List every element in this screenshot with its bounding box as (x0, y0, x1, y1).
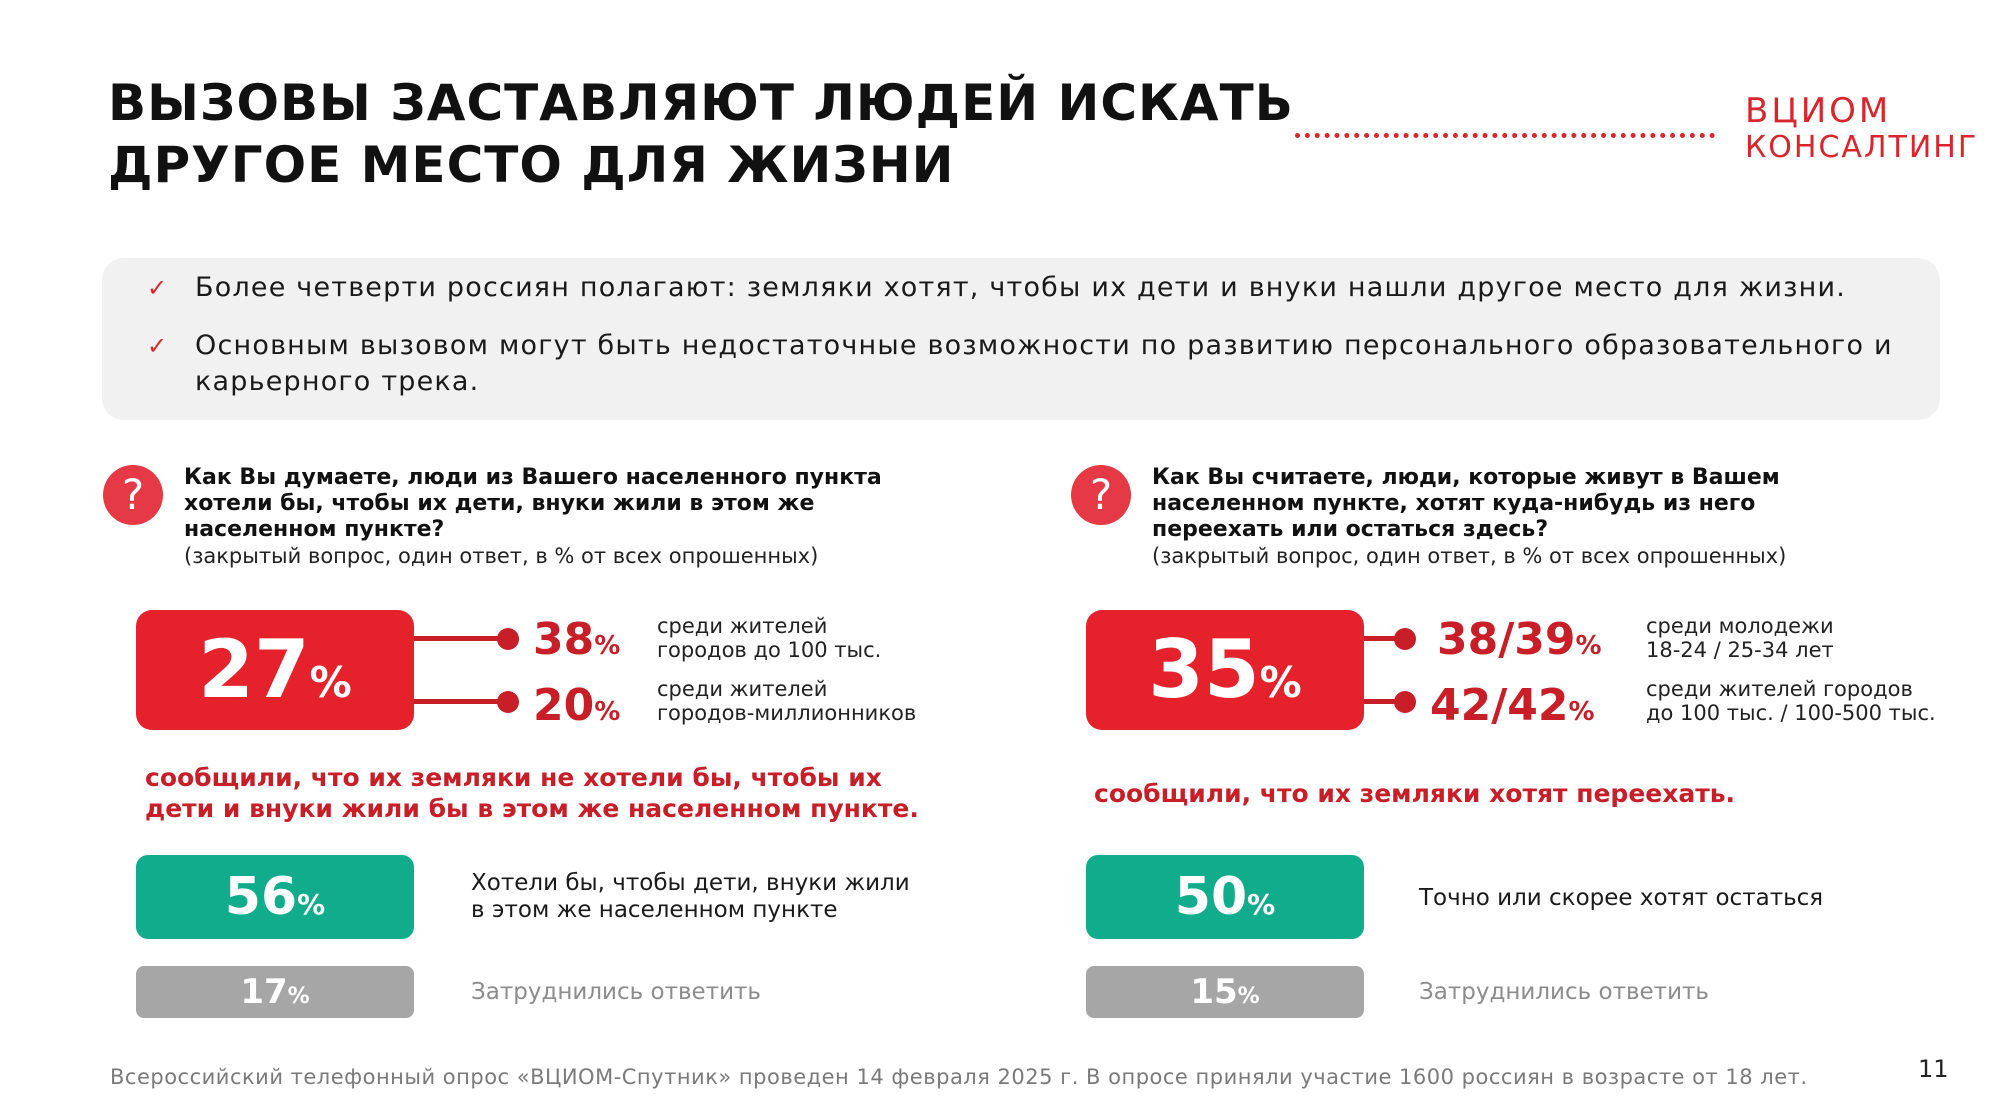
percent-sign: % (287, 984, 310, 1009)
right-sub-desc-2-line2: до 100 тыс. / 100-500 тыс. (1646, 701, 1936, 725)
percent-sign: % (309, 658, 352, 707)
logo: ВЦИОМ КОНСАЛТИНГ (1745, 91, 1979, 166)
right-sub-value-1-number: 38/39 (1437, 614, 1576, 665)
right-conclusion: сообщили, что их земляки хотят переехать… (1094, 779, 1736, 808)
right-connector-dot-2 (1394, 691, 1416, 713)
left-question-text: Как Вы думаете, люди из Вашего населенно… (184, 465, 882, 542)
right-main-value-box: 35% (1086, 610, 1364, 730)
left-sub-value-1: 38% (533, 615, 620, 671)
left-sub-value-2: 20% (533, 681, 620, 737)
left-main-value: 27 (198, 623, 310, 716)
left-question-note: (закрытый вопрос, один ответ, в % от все… (184, 544, 819, 568)
percent-sign: % (1247, 888, 1276, 921)
right-connector-dot-1 (1394, 628, 1416, 650)
right-connector-2 (1364, 699, 1406, 704)
right-sub-desc-1: среди молодежи 18-24 / 25-34 лет (1646, 614, 1834, 662)
left-conclusion: сообщили, что их земляки не хотели бы, ч… (145, 762, 919, 824)
check-icon: ✓ (147, 274, 168, 302)
title-dotted-divider (1295, 133, 1715, 138)
right-sub-desc-2-line1: среди жителей городов (1646, 677, 1913, 701)
right-grey-label: Затруднились ответить (1419, 979, 1709, 1005)
left-green-value: 56 (224, 867, 298, 927)
left-sub-value-1-number: 38 (533, 614, 595, 665)
left-sub-value-2-number: 20 (533, 680, 595, 731)
right-sub-desc-1-line2: 18-24 / 25-34 лет (1646, 638, 1834, 662)
left-grey-label: Затруднились ответить (471, 979, 761, 1005)
right-sub-value-2-number: 42/42 (1430, 680, 1569, 731)
left-conclusion-line2: дети и внуки жили бы в этом же населенно… (145, 794, 919, 823)
summary-item: ✓ Более четверти россиян полагают: земля… (147, 270, 1915, 306)
percent-sign: % (594, 631, 621, 661)
left-main-value-box: 27% (136, 610, 414, 730)
summary-panel: ✓ Более четверти россиян полагают: земля… (102, 258, 1940, 420)
percent-sign: % (1237, 984, 1260, 1009)
footer-source: Всероссийский телефонный опрос «ВЦИОМ-Сп… (110, 1065, 1808, 1089)
logo-line1: ВЦИОМ (1745, 91, 1892, 131)
question-mark-icon: ? (1071, 465, 1131, 525)
page-title-line1: ВЫЗОВЫ ЗАСТАВЛЯЮТ ЛЮДЕЙ ИСКАТЬ (108, 74, 1294, 132)
percent-sign: % (1575, 631, 1602, 661)
left-green-label-line2: в этом же населенном пункте (471, 897, 838, 923)
right-sub-desc-2: среди жителей городов до 100 тыс. / 100-… (1646, 677, 1936, 725)
page-title-line2: ДРУГОЕ МЕСТО ДЛЯ ЖИЗНИ (108, 136, 955, 194)
right-green-value-box: 50% (1086, 855, 1364, 939)
left-connector-dot-1 (497, 628, 519, 650)
percent-sign: % (1259, 658, 1302, 707)
summary-item: ✓ Основным вызовом могут быть недостаточ… (147, 328, 1915, 400)
summary-text: Более четверти россиян полагают: земляки… (195, 272, 1847, 303)
right-question-text: Как Вы считаете, люди, которые живут в В… (1152, 465, 1780, 542)
left-grey-value: 17 (240, 972, 288, 1012)
page-number: 11 (1918, 1055, 1949, 1083)
left-green-value-box: 56% (136, 855, 414, 939)
right-grey-value: 15 (1190, 972, 1238, 1012)
left-connector-dot-2 (497, 691, 519, 713)
page-title: ВЫЗОВЫ ЗАСТАВЛЯЮТ ЛЮДЕЙ ИСКАТЬ ДРУГОЕ МЕ… (108, 72, 1308, 196)
left-connector-2 (414, 699, 506, 704)
right-connector-1 (1364, 636, 1406, 641)
left-green-label: Хотели бы, чтобы дети, внуки жили в этом… (471, 870, 910, 924)
right-green-label: Точно или скорее хотят остаться (1419, 885, 1824, 911)
left-grey-value-box: 17% (136, 966, 414, 1018)
logo-line2: КОНСАЛТИНГ (1745, 130, 1979, 165)
question-mark-icon: ? (103, 465, 163, 525)
percent-sign: % (297, 888, 326, 921)
left-conclusion-line1: сообщили, что их земляки не хотели бы, ч… (145, 763, 882, 792)
left-connector-1 (414, 636, 506, 641)
right-sub-value-1: 38/39% (1437, 615, 1602, 671)
right-sub-desc-1-line1: среди молодежи (1646, 614, 1834, 638)
right-green-value: 50 (1174, 867, 1248, 927)
left-sub-desc-2-line2: городов-миллионников (657, 701, 917, 725)
percent-sign: % (594, 697, 621, 727)
right-grey-value-box: 15% (1086, 966, 1364, 1018)
left-sub-desc-2: среди жителей городов-миллионников (657, 677, 916, 725)
right-main-value: 35 (1148, 623, 1260, 716)
percent-sign: % (1568, 697, 1595, 727)
summary-text: Основным вызовом могут быть недостаточны… (195, 330, 1893, 397)
left-sub-desc-2-line1: среди жителей (657, 677, 828, 701)
left-sub-desc-1-line1: среди жителей (657, 614, 828, 638)
left-green-label-line1: Хотели бы, чтобы дети, внуки жили (471, 870, 910, 896)
right-sub-value-2: 42/42% (1430, 681, 1595, 737)
right-question-note: (закрытый вопрос, один ответ, в % от все… (1152, 544, 1787, 568)
left-sub-desc-1-line2: городов до 100 тыс. (657, 638, 882, 662)
check-icon: ✓ (147, 332, 168, 360)
left-sub-desc-1: среди жителей городов до 100 тыс. (657, 614, 881, 662)
